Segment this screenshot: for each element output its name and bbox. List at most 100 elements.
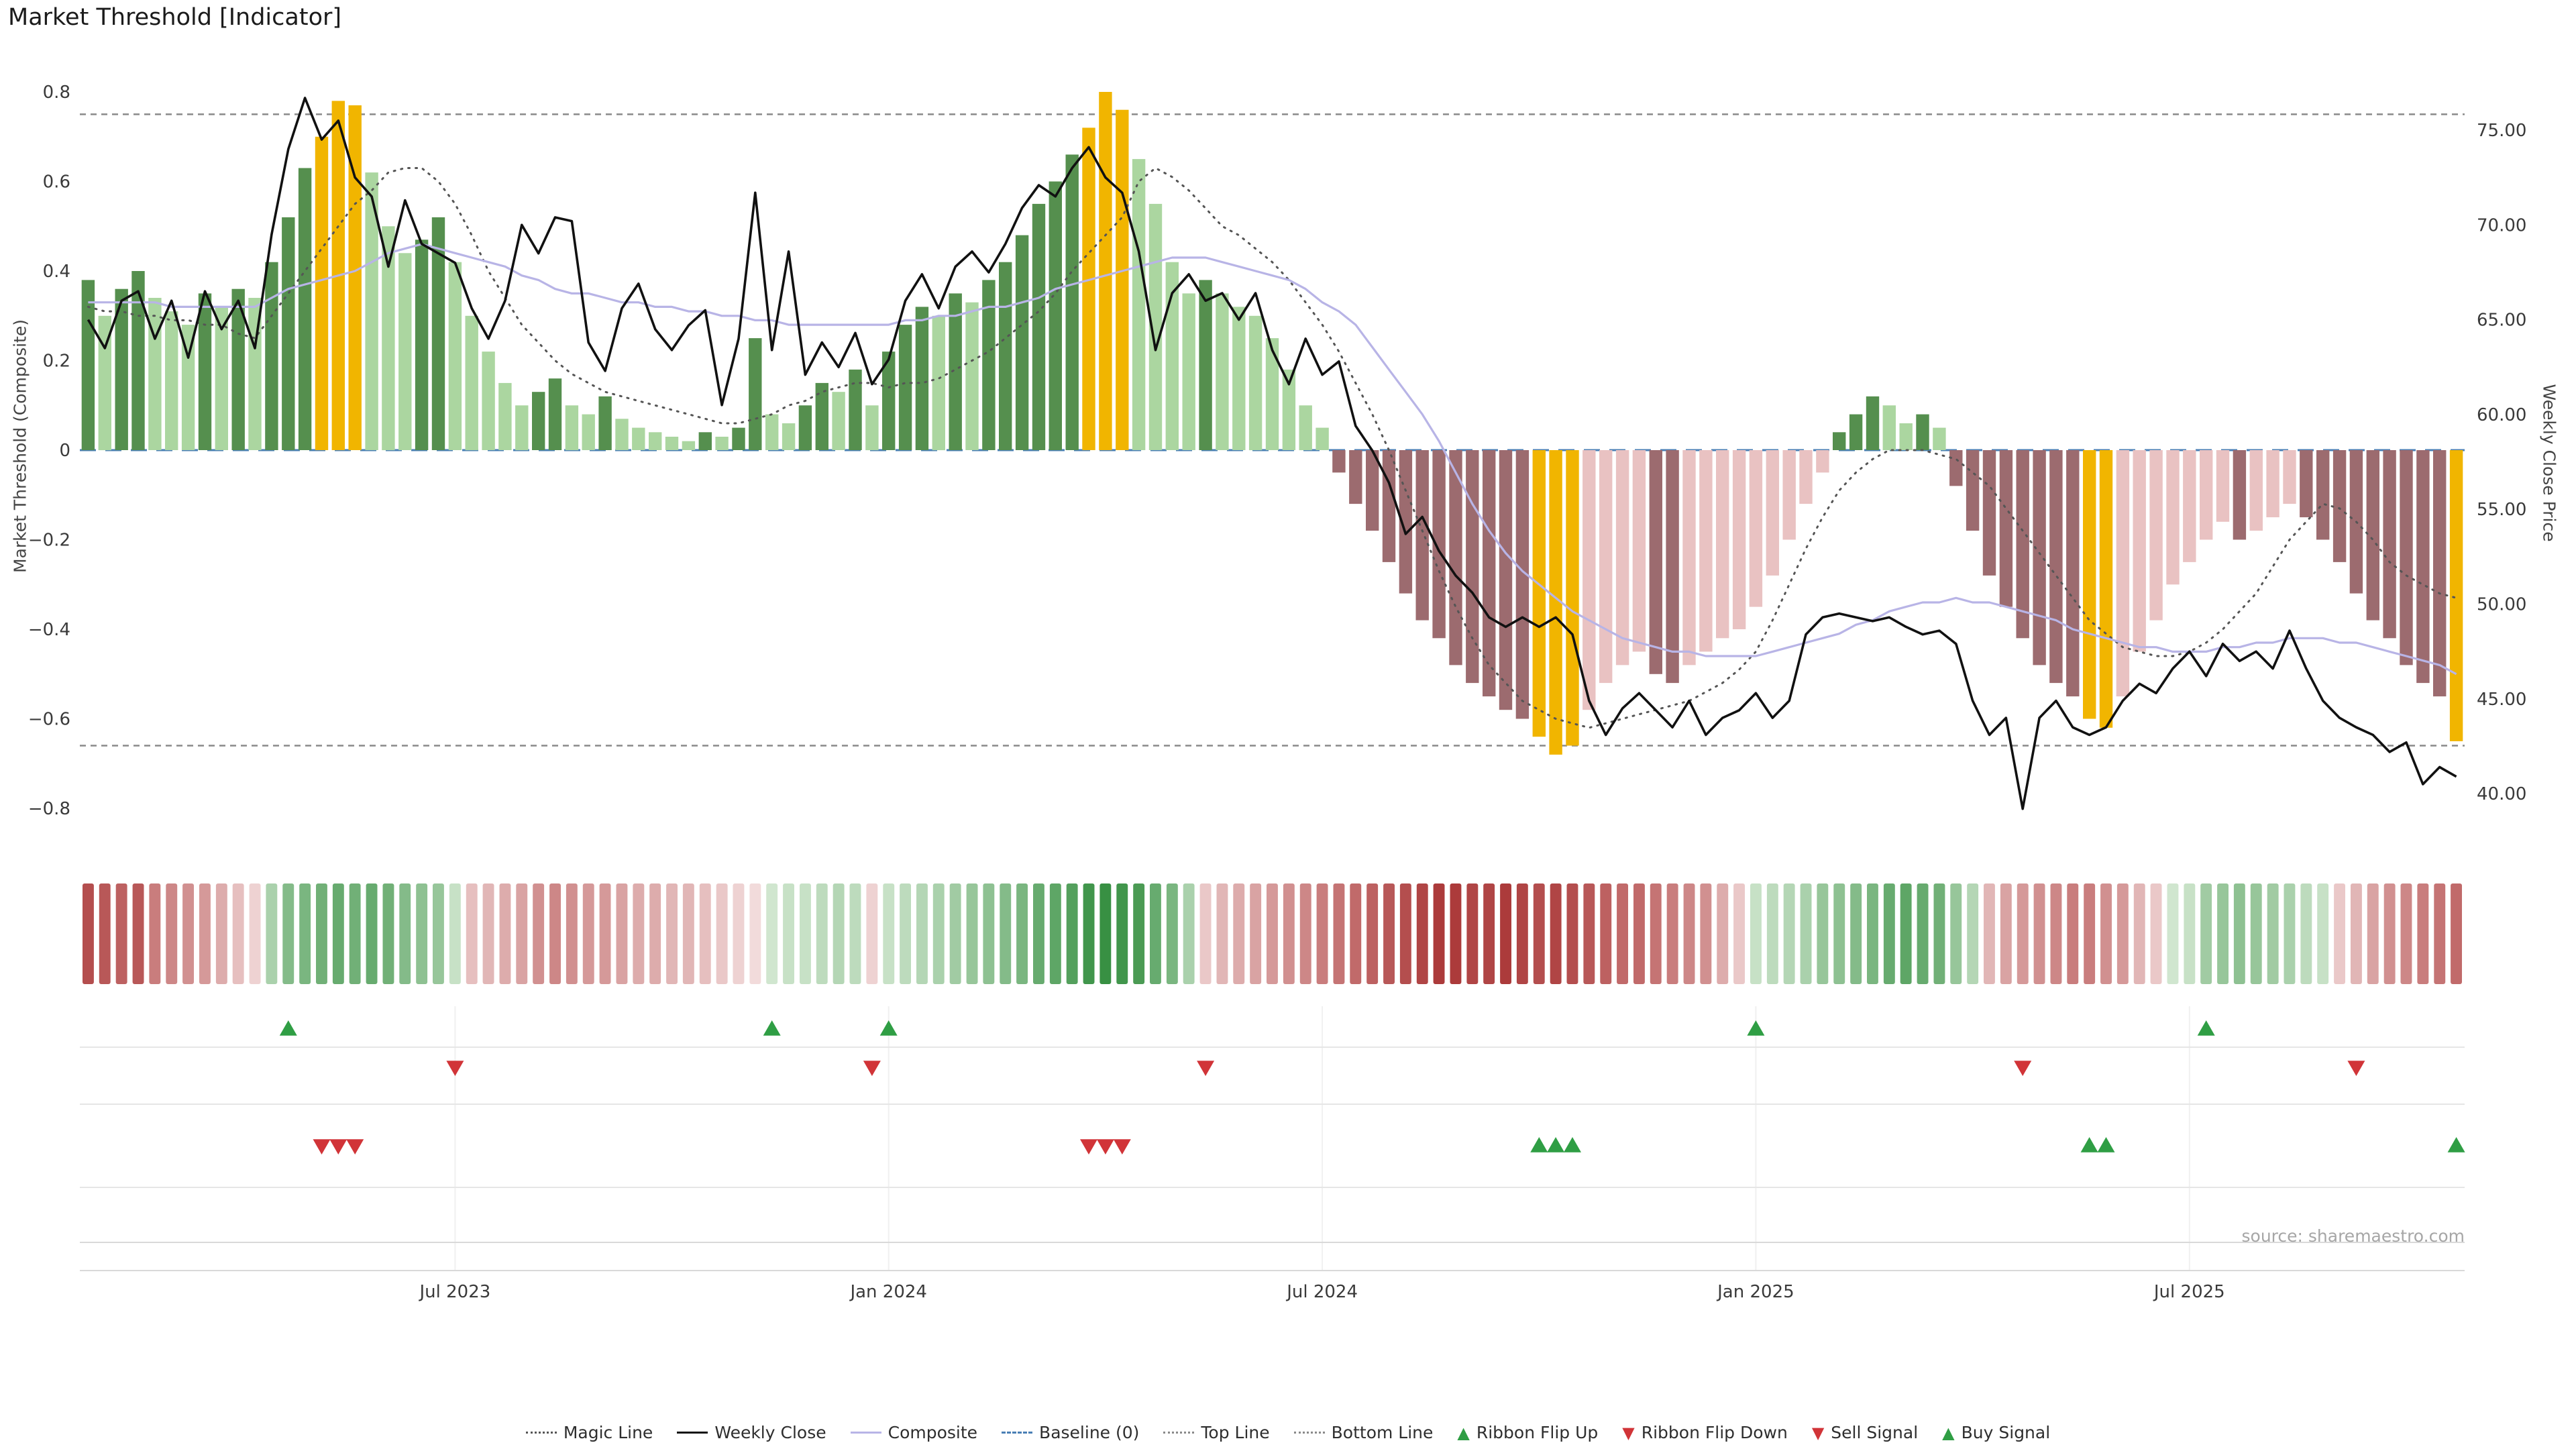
ribbon-flip-up-marker <box>879 1020 898 1036</box>
sell-signal-marker <box>1113 1139 1131 1155</box>
source-credit: source: sharemaestro.com <box>2241 1226 2465 1246</box>
solid-line-swatch <box>677 1432 708 1434</box>
ribbon-cell <box>866 883 878 984</box>
ribbon-cell <box>1566 883 1578 984</box>
composite-bar <box>1899 423 1913 450</box>
ribbon-cell <box>1516 883 1528 984</box>
ribbon-cell <box>499 883 511 984</box>
legend-label: Ribbon Flip Down <box>1641 1423 1788 1442</box>
composite-bar <box>1415 450 1429 621</box>
ribbon-cell <box>783 883 794 984</box>
ribbon-cell <box>449 883 461 984</box>
composite-bar <box>1833 432 1846 450</box>
x-tick-label: Jan 2025 <box>1716 1282 1794 1302</box>
ribbon-cell <box>1984 883 1995 984</box>
legend-label: Sell Signal <box>1831 1423 1919 1442</box>
ribbon-cell <box>2451 883 2462 984</box>
composite-bar <box>965 302 979 450</box>
legend-label: Top Line <box>1201 1423 1270 1442</box>
legend-label: Composite <box>888 1423 978 1442</box>
ribbon-cell <box>1466 883 1479 984</box>
legend-label: Buy Signal <box>1961 1423 2051 1442</box>
ribbon-cell <box>1500 883 1511 984</box>
dotted-line-swatch <box>1293 1432 1325 1434</box>
composite-bar <box>298 168 312 450</box>
ribbon-cell <box>749 883 761 984</box>
left-tick-label: 0.6 <box>43 172 70 193</box>
ribbon-cell <box>1933 883 1945 984</box>
legend-label: Baseline (0) <box>1039 1423 1140 1442</box>
legend-label: Bottom Line <box>1331 1423 1434 1442</box>
ribbon-cell <box>232 883 244 984</box>
composite-bar <box>1366 450 1379 531</box>
ribbon-cell <box>366 883 378 984</box>
ribbon-cell <box>816 883 828 984</box>
buy-signal-marker <box>2097 1137 2115 1152</box>
composite-bar <box>1766 450 1779 576</box>
composite-bar <box>231 288 245 450</box>
composite-bar <box>1316 427 1329 450</box>
composite-bar <box>1699 450 1713 652</box>
ribbon-cell <box>1183 883 1195 984</box>
x-tick-label: Jul 2025 <box>2153 1282 2225 1302</box>
composite-bar <box>2300 450 2313 518</box>
ribbon-cell <box>916 883 928 984</box>
composite-bar <box>181 325 195 450</box>
composite-bar <box>2149 450 2163 621</box>
composite-bar <box>915 307 929 450</box>
ribbon-cell <box>1150 883 1161 984</box>
ribbon-cell <box>2184 883 2196 984</box>
legend-item-bottom-line: Bottom Line <box>1293 1423 1434 1442</box>
weekly-close-line <box>87 97 2457 810</box>
composite-bar <box>98 315 111 451</box>
composite-bar <box>1749 450 1763 607</box>
ribbon-cell <box>1750 883 1762 984</box>
lower-panel-grid <box>80 1006 2465 1271</box>
x-tick-label: Jul 2024 <box>1285 1282 1358 1302</box>
legend-item-magic-line: Magic Line <box>525 1423 653 1442</box>
ribbon-cell <box>1049 883 1061 984</box>
ribbon-cell <box>699 883 711 984</box>
ribbon-flip-up-marker <box>763 1020 781 1036</box>
left-tick-label: −0.2 <box>28 531 70 551</box>
left-tick-label: 0.2 <box>43 352 70 372</box>
ribbon-cell <box>2033 883 2045 984</box>
composite-bar <box>548 378 562 450</box>
composite-bar <box>665 437 679 450</box>
ribbon-cell <box>1000 883 1012 984</box>
ribbon-cell <box>1717 883 1729 984</box>
composite-bar <box>1265 338 1279 450</box>
ribbon-cell <box>1783 883 1795 984</box>
composite-bar <box>1916 414 1929 450</box>
right-tick-label: 50.00 <box>2477 595 2526 615</box>
composite-bar <box>1132 159 1146 450</box>
ribbon-cell <box>182 883 194 984</box>
composite-bar <box>315 136 329 451</box>
ribbon-cell <box>382 883 394 984</box>
ribbon-cell <box>849 883 861 984</box>
ribbon-cell <box>2267 883 2279 984</box>
ribbon-cell <box>2200 883 2212 984</box>
right-tick-label: 70.00 <box>2477 215 2526 235</box>
composite-bar <box>615 419 629 450</box>
ribbon-flip-down-marker <box>863 1061 881 1076</box>
ribbon-cell <box>1700 883 1712 984</box>
sell-signal-marker <box>313 1139 331 1155</box>
legend-item-sell-signal: ▼ Sell Signal <box>1812 1423 1918 1442</box>
composite-bar <box>2283 450 2296 504</box>
composite-bar <box>1615 450 1629 665</box>
right-tick-label: 75.00 <box>2477 121 2526 141</box>
composite-bar <box>1866 396 1880 450</box>
legend-item-buy-signal: ▲ Buy Signal <box>1942 1423 2050 1442</box>
legend-item-baseline-0-: Baseline (0) <box>1002 1423 1139 1442</box>
ribbon-cell <box>2367 883 2379 984</box>
right-tick-label: 40.00 <box>2477 784 2526 804</box>
triangle-up-icon: ▲ <box>1942 1423 1955 1442</box>
composite-bar <box>1483 450 1496 697</box>
ribbon-cell <box>2067 883 2079 984</box>
ribbon-cell <box>1316 883 1328 984</box>
triangle-up-icon: ▲ <box>1457 1423 1470 1442</box>
left-tick-label: 0 <box>59 441 70 461</box>
composite-bar <box>982 280 996 450</box>
composite-bar <box>515 405 529 451</box>
